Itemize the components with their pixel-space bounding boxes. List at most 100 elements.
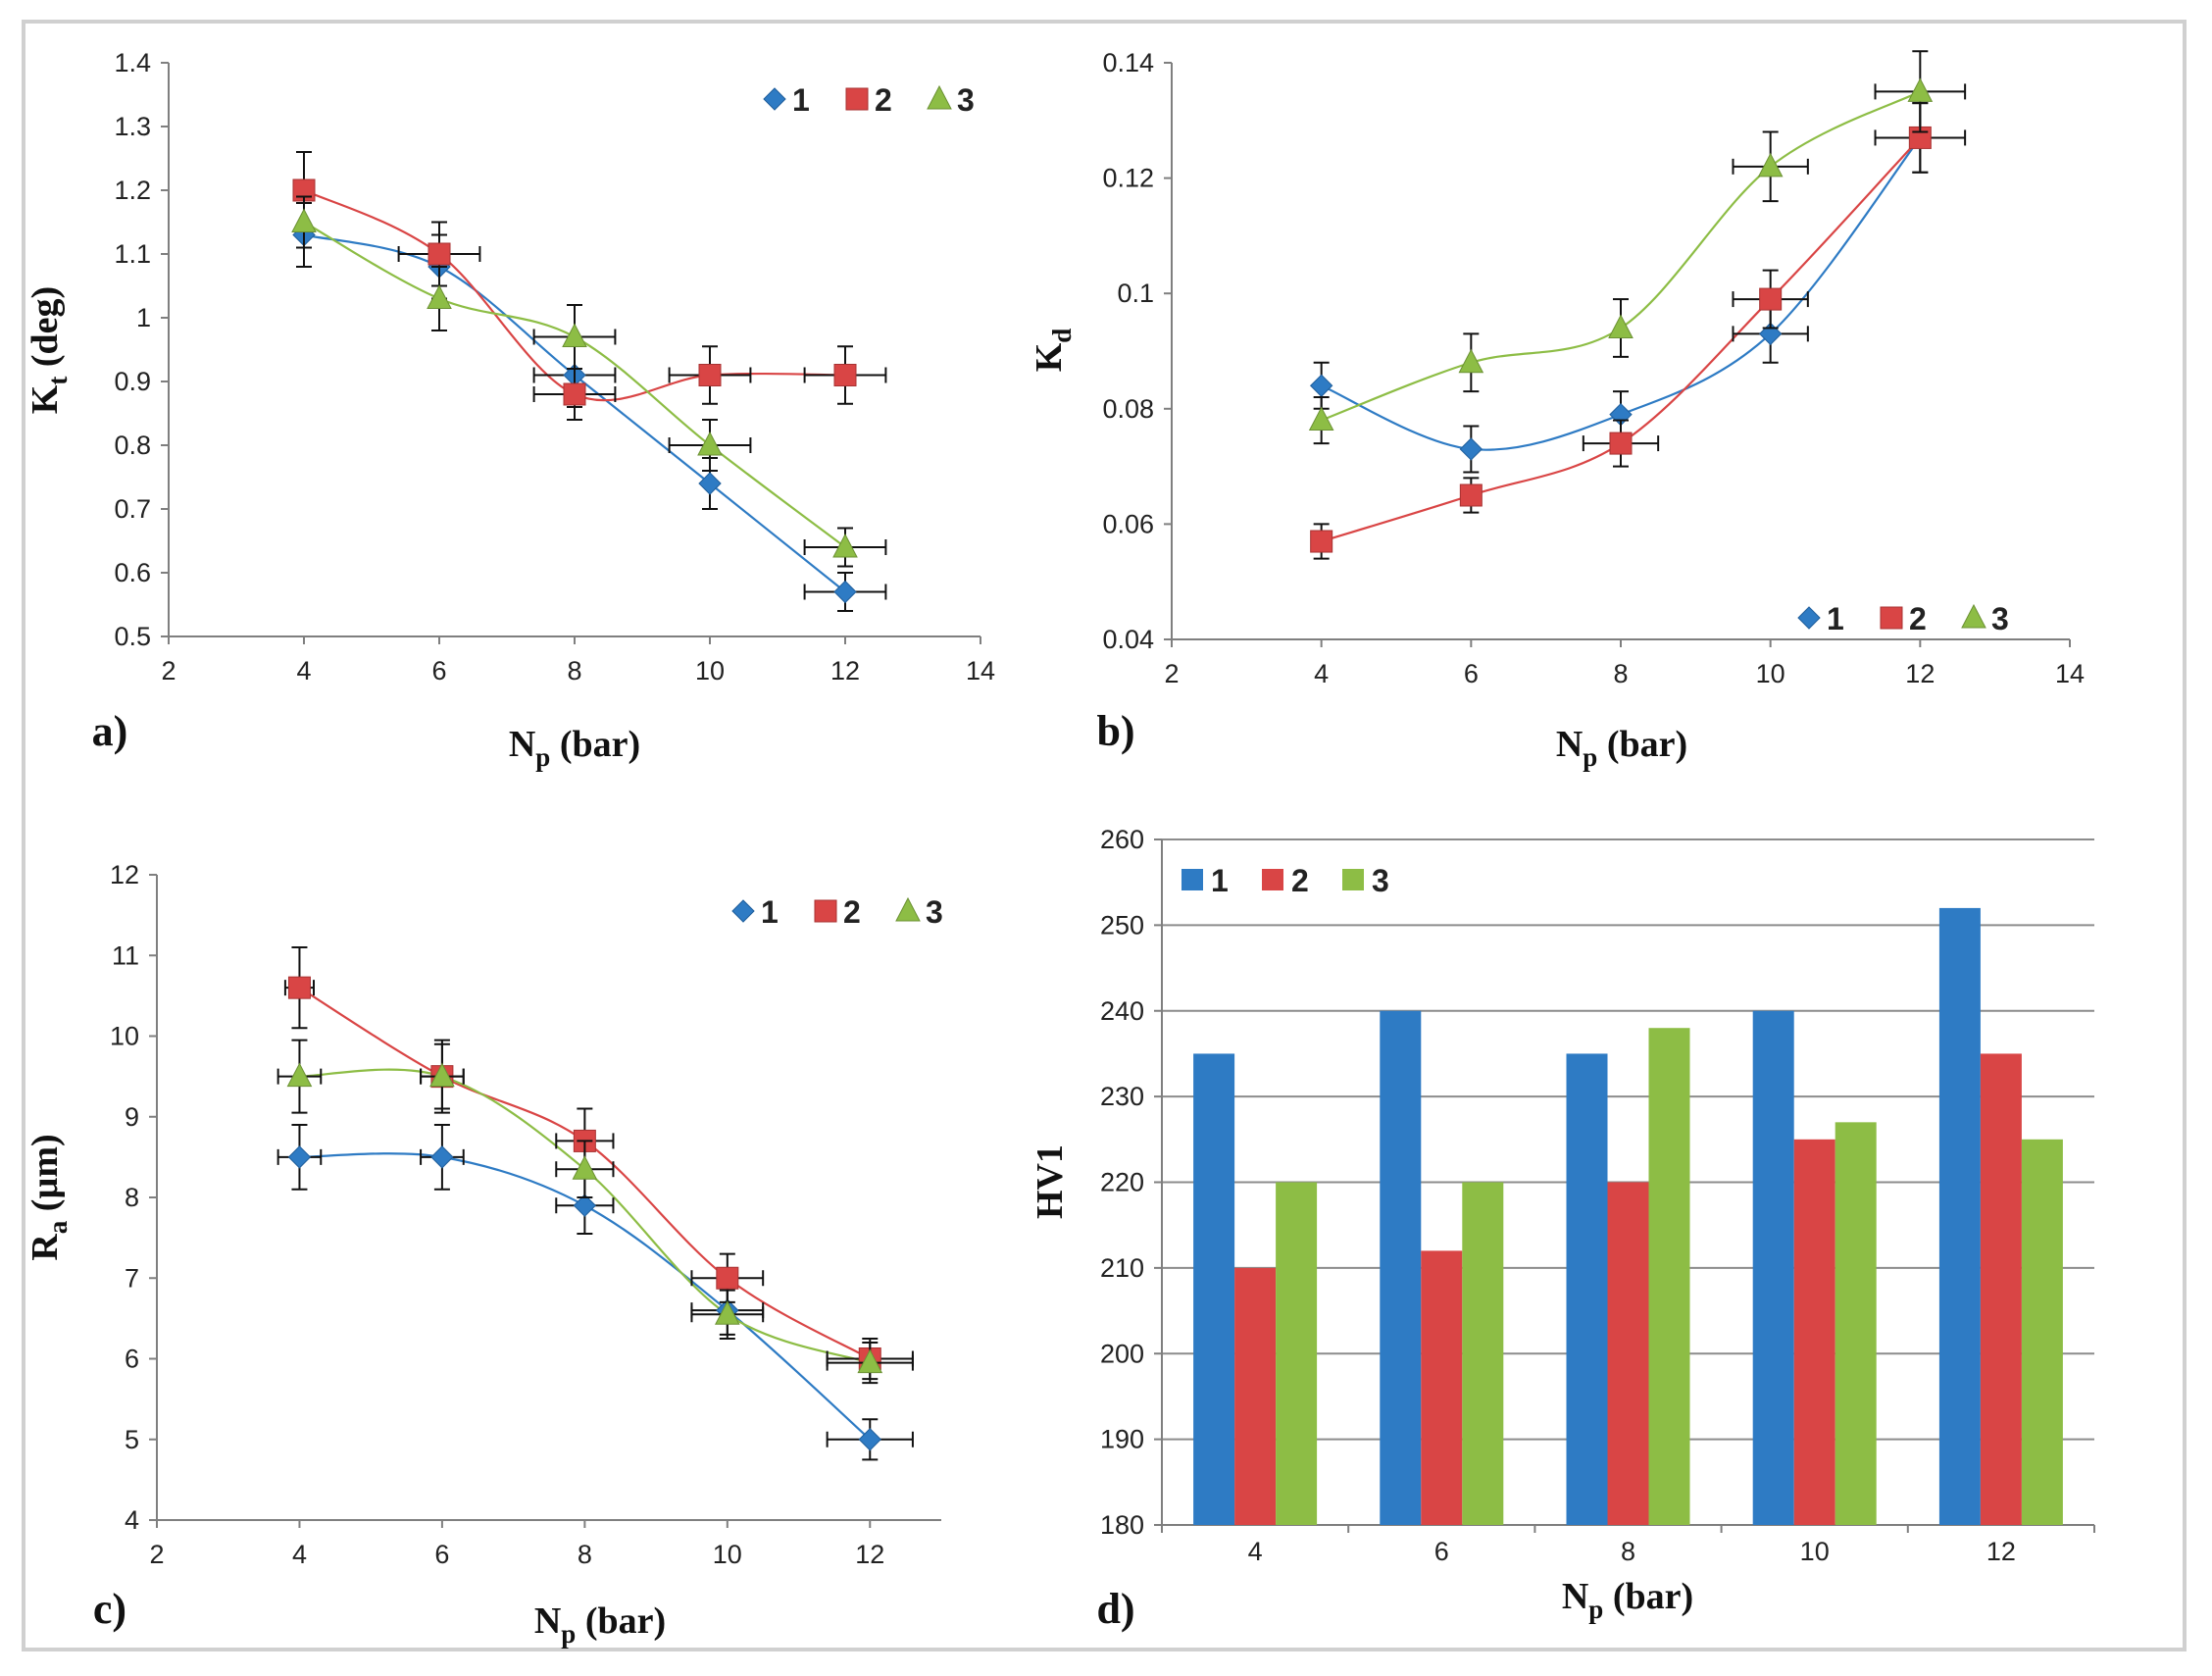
y-tick-label: 0.06: [1102, 509, 1154, 538]
x-tick-label: 10: [1800, 1537, 1830, 1566]
bar-series-3: [1648, 1028, 1690, 1525]
x-tick-label: 8: [578, 1540, 592, 1569]
y-tick-label: 0.6: [114, 558, 151, 587]
legend-marker-1: [1797, 606, 1821, 630]
y-tick-label: 0.9: [114, 367, 151, 396]
x-tick-label: 10: [1756, 659, 1785, 688]
legend-label-3: 3: [1372, 863, 1389, 898]
bar-series-3: [1835, 1122, 1877, 1525]
legend-label-2: 2: [843, 894, 861, 930]
data-point-series-3: [714, 1300, 740, 1325]
x-axis-title-sub: p: [1588, 1595, 1603, 1624]
y-tick-label: 0.8: [114, 431, 151, 460]
y-axis-title-rest: (deg): [25, 286, 66, 377]
data-point-series-1: [833, 580, 857, 604]
panel-label: b): [1096, 707, 1134, 755]
y-tick-label: 9: [125, 1102, 139, 1132]
data-point-series-2: [716, 1266, 739, 1290]
data-point-series-1: [698, 472, 722, 495]
data-point-series-3: [1757, 152, 1784, 178]
data-point-series-2: [287, 976, 311, 999]
bar-series-3: [2021, 1139, 2063, 1525]
y-axis-title-main: HV1: [1030, 1144, 1071, 1219]
y-tick-label: 7: [125, 1263, 139, 1293]
x-tick-label: 12: [1905, 659, 1935, 688]
y-axis-title: HV1: [1030, 1144, 1071, 1219]
y-tick-label: 200: [1100, 1339, 1144, 1368]
data-point-series-2: [563, 382, 586, 406]
data-point-series-1: [573, 1194, 597, 1217]
legend-marker-2: [1880, 606, 1903, 630]
y-tick-label: 1.3: [114, 112, 151, 141]
data-point-series-1: [430, 1145, 454, 1169]
x-axis-title: Np (bar): [1562, 1576, 1693, 1624]
bar-series-1: [1752, 1010, 1794, 1525]
data-point-series-3: [1458, 348, 1484, 374]
legend-label-3: 3: [957, 82, 975, 118]
data-point-series-3: [572, 1155, 598, 1180]
y-tick-label: 210: [1100, 1253, 1144, 1283]
data-point-series-3: [429, 1062, 455, 1088]
x-tick-label: 6: [1434, 1537, 1449, 1566]
x-tick-label: 4: [292, 1540, 307, 1569]
data-point-series-2: [1759, 287, 1783, 311]
x-tick-label: 14: [966, 656, 995, 686]
bar-series-2: [1421, 1250, 1463, 1525]
data-point-series-3: [562, 323, 587, 347]
data-point-series-1: [858, 1428, 881, 1451]
x-tick-label: 2: [149, 1540, 164, 1569]
x-axis-title: Np (bar): [1556, 724, 1687, 772]
data-point-series-3: [427, 284, 452, 309]
data-point-series-3: [1608, 314, 1634, 338]
y-tick-label: 250: [1100, 910, 1144, 940]
y-tick-label: 0.14: [1102, 48, 1154, 77]
x-tick-label: 12: [855, 1540, 884, 1569]
legend-label-1: 1: [1827, 601, 1844, 636]
panel-label: d): [1096, 1585, 1134, 1633]
bar-series-2: [1234, 1267, 1277, 1525]
legend-label-2: 2: [1291, 863, 1309, 898]
y-tick-label: 190: [1100, 1425, 1144, 1454]
x-tick-label: 4: [296, 656, 311, 686]
x-tick-label: 10: [713, 1540, 742, 1569]
data-point-series-3: [857, 1348, 883, 1374]
data-point-series-3: [832, 533, 858, 558]
y-axis-title-rest: (µm): [25, 1134, 66, 1220]
legend-swatch-3: [1342, 869, 1364, 890]
x-tick-label: 6: [1464, 659, 1479, 688]
legend-label-1: 1: [1211, 863, 1229, 898]
bar-series-2: [1793, 1139, 1835, 1525]
x-axis-title-main: N: [1556, 724, 1583, 765]
x-tick-label: 10: [695, 656, 725, 686]
data-point-series-2: [833, 364, 857, 386]
legend-label-1: 1: [761, 894, 779, 930]
legend-label-2: 2: [875, 82, 892, 118]
x-axis-title-rest: (bar): [576, 1600, 666, 1642]
x-axis-title-sub: p: [1583, 742, 1597, 772]
x-axis-title-rest: (bar): [1597, 724, 1687, 765]
x-tick-label: 2: [1164, 659, 1179, 688]
x-axis-title-main: N: [1562, 1576, 1588, 1617]
panel-label: c): [93, 1585, 126, 1633]
x-axis-title-rest: (bar): [1603, 1576, 1693, 1617]
y-tick-label: 0.12: [1102, 164, 1154, 193]
trend-line-series-3: [1321, 90, 1921, 422]
bar-series-1: [1193, 1053, 1235, 1525]
panel-label: a): [92, 707, 128, 755]
legend-marker-2: [814, 899, 837, 923]
y-tick-label: 5: [125, 1425, 139, 1454]
legend-swatch-1: [1181, 869, 1203, 890]
x-tick-label: 14: [2055, 659, 2085, 688]
x-axis-title: Np (bar): [509, 724, 640, 772]
y-axis-title: Ra (µm): [25, 1134, 73, 1260]
legend-label-2: 2: [1909, 601, 1927, 636]
y-tick-label: 260: [1100, 825, 1144, 854]
data-point-series-3: [1308, 406, 1334, 432]
y-axis-title-sub: t: [43, 377, 73, 385]
data-point-series-2: [698, 364, 722, 386]
y-tick-label: 11: [112, 940, 139, 970]
data-point-series-2: [1609, 432, 1633, 455]
x-tick-label: 8: [567, 656, 581, 686]
